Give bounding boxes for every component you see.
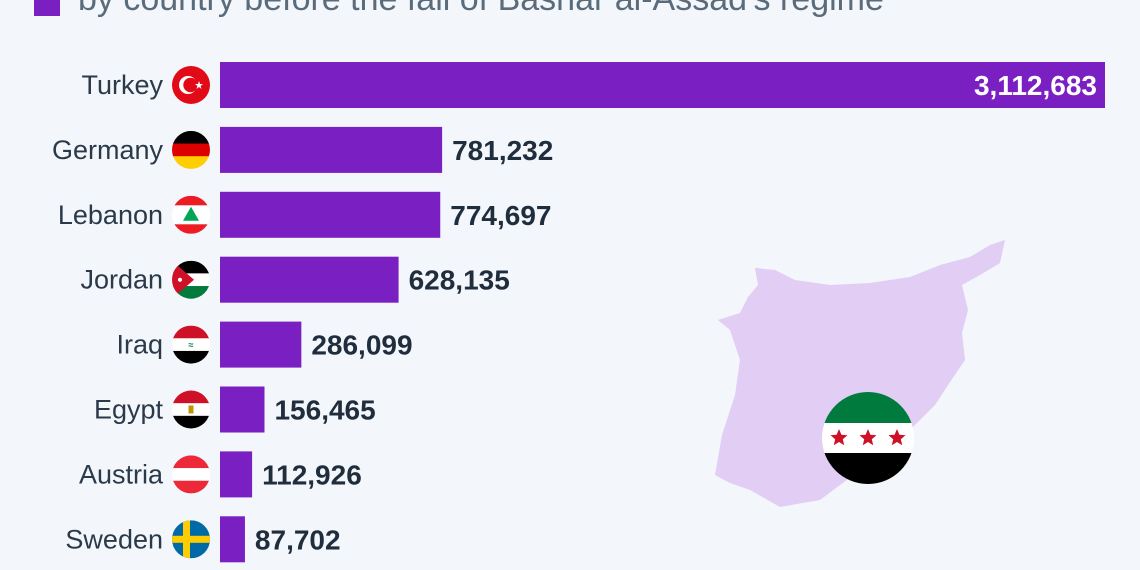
chart-row: Austria 112,926 <box>79 451 362 498</box>
chart-row: Germany 781,232 <box>52 126 553 173</box>
jordan-flag-icon <box>172 260 210 299</box>
bar <box>220 516 245 563</box>
value-label: 286,099 <box>311 330 412 361</box>
bar <box>220 62 1105 108</box>
turkey-flag-icon <box>172 66 210 104</box>
legend-swatch <box>34 0 60 16</box>
sweden-flag-icon <box>172 520 210 559</box>
chart-row: Iraq ≈286,099 <box>116 321 413 368</box>
bar <box>220 386 265 433</box>
category-label: Jordan <box>80 265 163 295</box>
category-label: Iraq <box>116 330 163 360</box>
bar <box>220 126 443 173</box>
chart-header: by country before the fall of Bashar al-… <box>0 0 1140 30</box>
category-label: Turkey <box>81 70 163 100</box>
value-label: 112,926 <box>262 459 362 490</box>
egypt-flag-icon <box>172 390 210 429</box>
bar <box>220 191 441 238</box>
chart-row: Lebanon 774,697 <box>58 191 551 238</box>
chart-row: Sweden 87,702 <box>65 516 341 563</box>
category-label: Sweden <box>65 524 163 554</box>
germany-flag-icon <box>172 130 210 169</box>
syria-map <box>715 240 1005 507</box>
chart-row: Jordan 628,135 <box>80 256 510 303</box>
svg-text:≈: ≈ <box>189 340 194 350</box>
value-label: 628,135 <box>409 265 510 296</box>
value-label: 156,465 <box>274 395 375 426</box>
value-label: 3,112,683 <box>974 70 1097 101</box>
category-label: Austria <box>79 459 164 489</box>
bar <box>220 451 253 498</box>
syrian-opposition-flag-icon <box>822 392 914 484</box>
chart-subtitle: by country before the fall of Bashar al-… <box>78 0 884 19</box>
category-label: Lebanon <box>58 200 163 230</box>
chart-row: Turkey 3,112,683 <box>81 62 1105 108</box>
bar <box>220 256 399 303</box>
category-label: Germany <box>52 135 164 165</box>
syria-map-shape <box>715 240 1005 507</box>
bar <box>220 321 302 368</box>
chart-row: Egypt 156,465 <box>94 386 376 433</box>
lebanon-flag-icon <box>172 195 210 234</box>
value-label: 774,697 <box>450 200 551 231</box>
value-label: 87,702 <box>255 524 341 555</box>
value-label: 781,232 <box>452 135 553 166</box>
austria-flag-icon <box>172 455 210 494</box>
category-label: Egypt <box>94 395 164 425</box>
iraq-flag-icon: ≈ <box>172 325 210 364</box>
